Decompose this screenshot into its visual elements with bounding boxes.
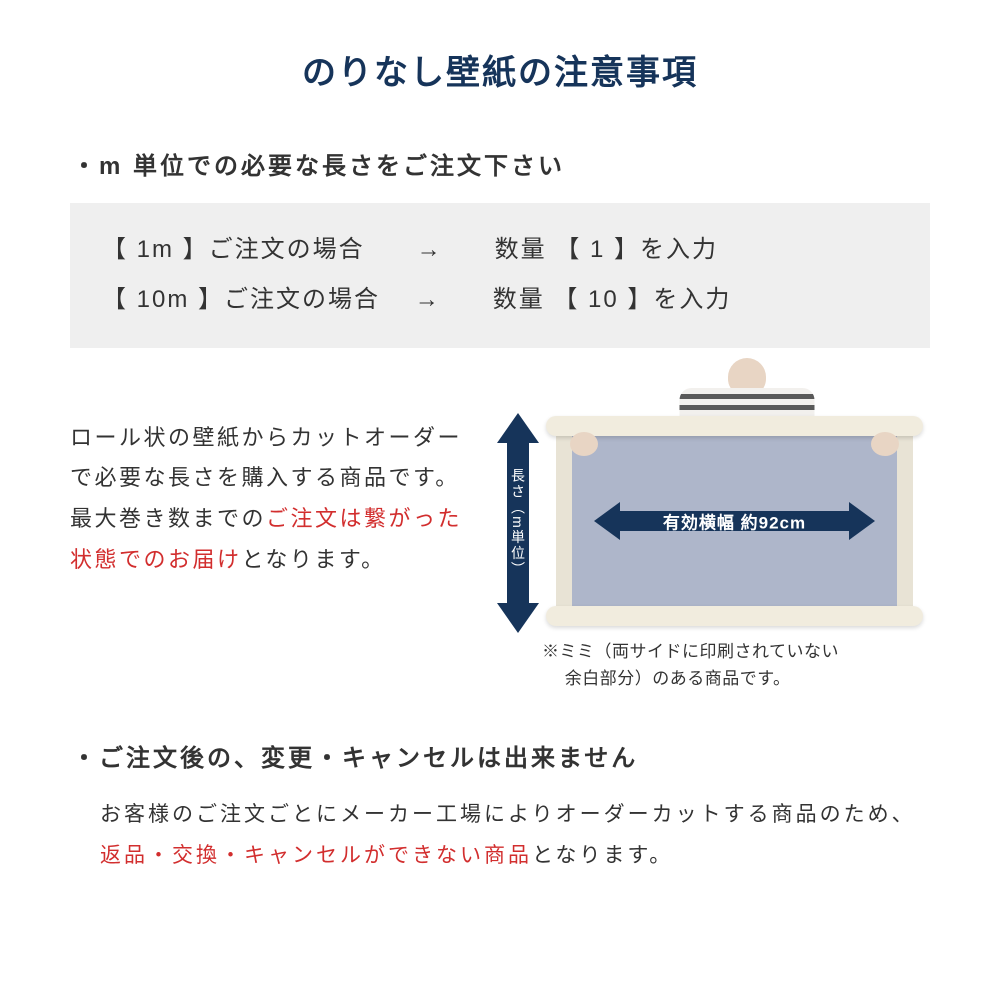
hand-left-icon xyxy=(570,432,598,456)
width-arrow-icon: 有効横幅 約92cm xyxy=(594,502,875,540)
length-arrow-icon: 長さ（m単位） xyxy=(497,413,539,633)
description-row: ロール状の壁紙からカットオーダーで必要な長さを購入する商品です。最大巻き数までの… xyxy=(70,388,930,678)
wallpaper-diagram: 長さ（m単位） 有効横幅 約92cm ※ミミ（両サイドに印刷されていない xyxy=(477,388,930,678)
person-icon xyxy=(592,358,902,420)
desc-part2: となります。 xyxy=(242,547,386,572)
cancel-highlight: 返品・交換・キャンセルができない商品 xyxy=(100,844,532,867)
page-title: のりなし壁紙の注意事項 xyxy=(70,45,930,94)
example-line-2: 【 10m 】ご注文の場合 → 数量 【 10 】を入力 xyxy=(102,275,898,325)
section2-heading: ・ご注文後の、変更・キャンセルは出来ません xyxy=(72,738,930,773)
width-label: 有効横幅 約92cm xyxy=(663,508,806,533)
wallpaper-sheet-icon: 有効横幅 約92cm xyxy=(552,416,917,626)
description-text: ロール状の壁紙からカットオーダーで必要な長さを購入する商品です。最大巻き数までの… xyxy=(70,388,465,581)
order-example-box: 【 1m 】ご注文の場合 → 数量 【 1 】を入力 【 10m 】ご注文の場合… xyxy=(70,203,930,348)
section1-heading: ・m 単位での必要な長さをご注文下さい xyxy=(72,146,930,181)
cancel-description: お客様のご注文ごとにメーカー工場によりオーダーカットする商品のため、返品・交換・… xyxy=(70,795,930,877)
cancel-part2: となります。 xyxy=(532,844,673,867)
hand-right-icon xyxy=(871,432,899,456)
example-line-1: 【 1m 】ご注文の場合 → 数量 【 1 】を入力 xyxy=(102,225,898,275)
cancel-part1: お客様のご注文ごとにメーカー工場によりオーダーカットする商品のため、 xyxy=(100,803,916,826)
selvage-footnote: ※ミミ（両サイドに印刷されていない 余白部分）のある商品です。 xyxy=(542,638,930,692)
length-label: 長さ（m単位） xyxy=(508,468,528,578)
